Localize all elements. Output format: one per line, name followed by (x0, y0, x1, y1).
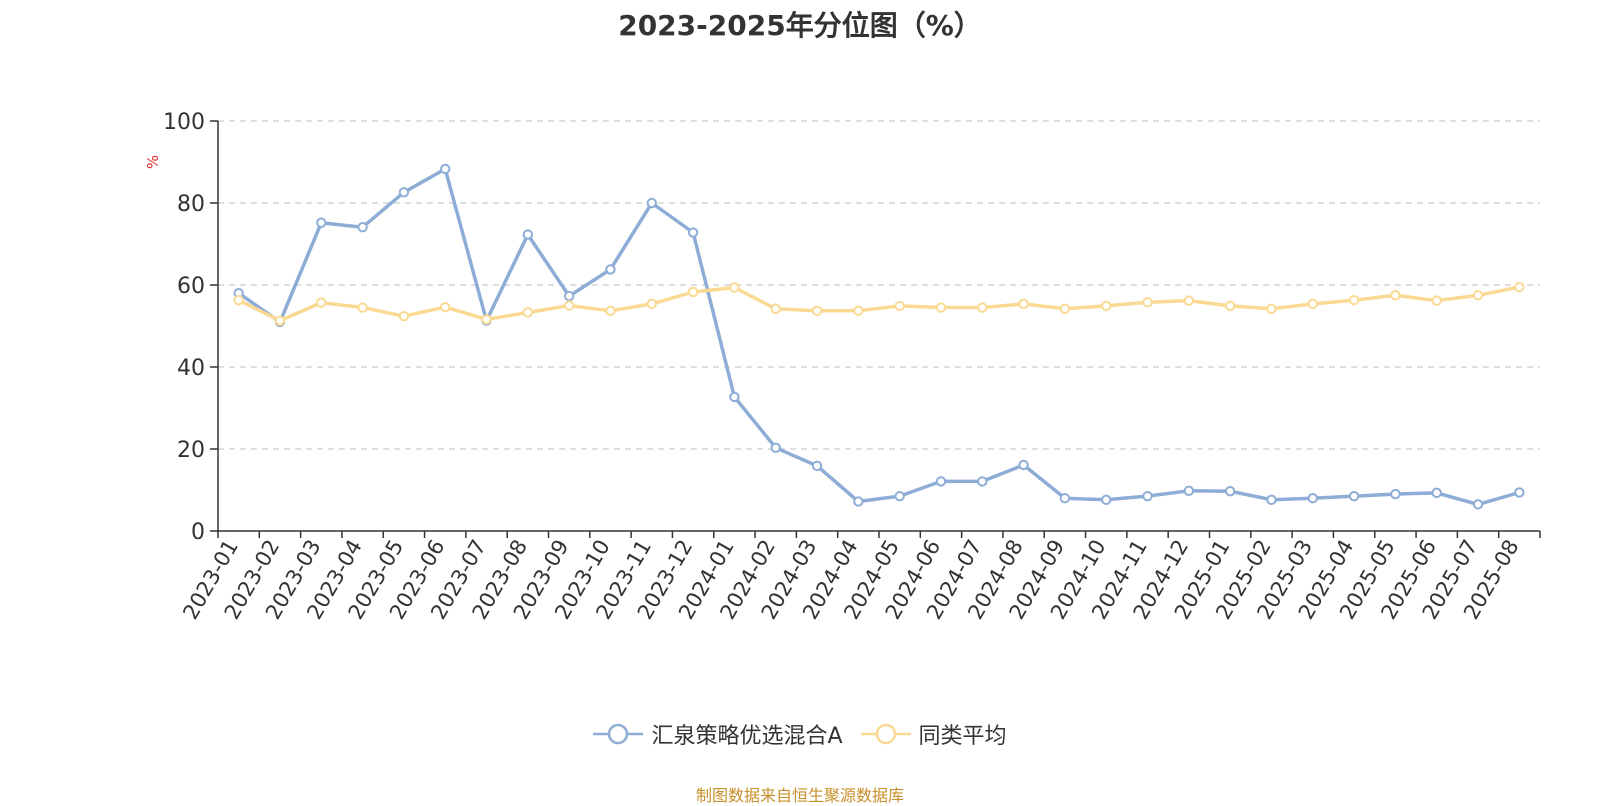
data-point-series-2 (646, 298, 657, 310)
data-point-series-2 (316, 297, 327, 308)
data-point-series-2 (605, 305, 616, 317)
data-point-series-1 (977, 476, 988, 487)
data-point-series-2 (233, 294, 244, 306)
data-point-series-2 (935, 302, 947, 313)
data-point-series-2 (1183, 295, 1195, 306)
data-point-series-1 (357, 221, 368, 233)
data-point-series-1 (646, 197, 657, 209)
source-note: 制图数据来自恒生聚源数据库 (695, 786, 904, 805)
data-point-series-1 (687, 227, 699, 238)
data-point-series-2 (398, 310, 410, 322)
legend-label: 汇泉策略优选混合A (651, 724, 843, 749)
y-tick-label: 0 (191, 520, 205, 545)
data-point-series-1 (811, 460, 823, 472)
data-point-series-1 (1266, 494, 1277, 506)
data-point-series-2 (1472, 290, 1484, 301)
data-point-series-1 (1307, 493, 1318, 504)
legend: 汇泉策略优选混合A 同类平均 (0, 718, 1600, 750)
data-point-series-1 (1059, 493, 1071, 504)
data-point-series-1 (1431, 487, 1442, 499)
data-point-series-2 (357, 302, 368, 313)
data-point-series-2 (1514, 281, 1525, 293)
data-point-series-2 (1142, 297, 1153, 308)
data-point-series-2 (977, 302, 988, 313)
y-tick-label: 40 (177, 356, 205, 381)
data-point-series-2 (1390, 290, 1401, 301)
data-point-series-1 (398, 187, 410, 198)
data-point-series-1 (935, 476, 947, 487)
data-point-series-1 (1142, 490, 1153, 502)
y-axis-label: % (144, 155, 162, 169)
data-point-series-2 (1431, 295, 1442, 306)
data-point-series-1 (1472, 499, 1484, 510)
series-line-2 (236, 285, 1522, 323)
data-point-series-2 (687, 286, 699, 298)
data-point-series-1 (770, 442, 781, 453)
y-tick-label: 60 (177, 274, 205, 299)
data-point-series-1 (1101, 494, 1112, 506)
data-point-series-1 (1224, 486, 1236, 497)
y-tick-label: 100 (163, 110, 205, 135)
data-point-series-2 (1348, 294, 1360, 306)
data-point-series-2 (481, 314, 492, 325)
gridlines (218, 120, 1540, 450)
data-point-series-2 (1018, 298, 1029, 310)
data-point-series-1 (1348, 490, 1360, 502)
data-point-series-1 (729, 391, 740, 403)
data-point-series-1 (894, 490, 905, 502)
data-point-series-1 (316, 217, 327, 228)
data-point-series-2 (440, 301, 451, 313)
data-point-series-2 (1101, 300, 1112, 312)
data-point-series-1 (1514, 487, 1525, 498)
data-point-series-2 (729, 282, 740, 293)
data-point-series-2 (1224, 300, 1236, 312)
data-point-series-2 (274, 315, 286, 326)
data-point-series-2 (853, 305, 864, 317)
data-point-series-2 (770, 303, 781, 314)
data-point-series-2 (1307, 298, 1318, 310)
data-point-series-1 (440, 163, 451, 175)
legend-item-1[interactable]: 汇泉策略优选混合A (593, 718, 843, 750)
data-point-series-1 (605, 264, 616, 275)
series-points (233, 163, 1525, 510)
data-point-series-2 (1059, 303, 1071, 314)
data-point-series-2 (1266, 303, 1277, 314)
data-point-series-2 (563, 300, 575, 311)
data-point-series-2 (811, 305, 823, 317)
chart-title: 2023-2025年分位图（%） (618, 9, 982, 42)
data-point-series-1 (853, 496, 864, 507)
data-point-series-1 (1183, 485, 1195, 497)
data-point-series-1 (563, 290, 575, 302)
legend-item-2[interactable]: 同类平均 (860, 718, 1007, 750)
series-line-1 (236, 167, 1522, 507)
data-point-series-2 (522, 307, 534, 318)
data-point-series-1 (1018, 459, 1029, 471)
data-point-series-1 (522, 229, 534, 240)
legend-swatch-icon (860, 723, 911, 745)
y-tick-label: 80 (177, 192, 205, 217)
series-lines (236, 167, 1522, 507)
legend-label: 同类平均 (918, 724, 1007, 749)
y-tick-label: 20 (177, 438, 205, 463)
data-point-series-2 (894, 300, 905, 312)
legend-swatch-icon (593, 723, 644, 745)
data-point-series-1 (1390, 488, 1401, 500)
